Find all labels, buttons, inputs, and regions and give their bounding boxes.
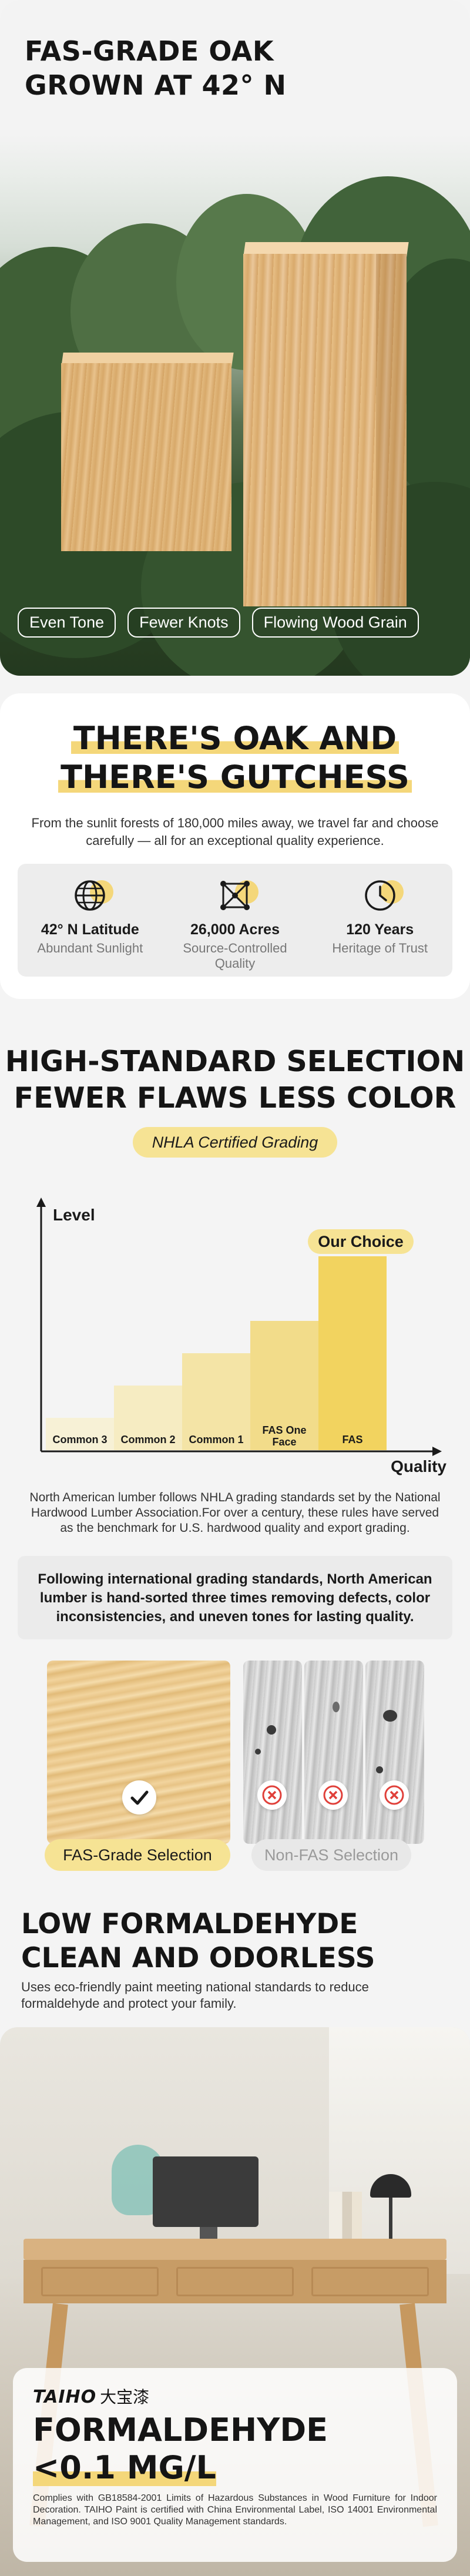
- chart-axes: [36, 1198, 442, 1456]
- tag-even-tone: Even Tone: [18, 608, 116, 638]
- formaldehyde-description: Uses eco-friendly paint meeting national…: [21, 1980, 369, 2011]
- chart-bar: [250, 1321, 318, 1450]
- stat-value: 26,000 Acres: [190, 921, 280, 938]
- chart-bar-label: Common 3: [52, 1434, 108, 1445]
- formaldehyde-title-line1: LOW FORMALDEHYDE: [21, 1908, 358, 1940]
- grading-info-box: Following international grading standard…: [18, 1556, 452, 1639]
- formaldehyde-claim: FORMALDEHYDE <0.1 MG/L: [33, 2411, 437, 2487]
- stat-label: Heritage of Trust: [332, 941, 428, 955]
- formaldehyde-title-line2: CLEAN AND ODORLESS: [21, 1942, 375, 1974]
- y-axis-label: Level: [53, 1206, 95, 1224]
- check-icon: [122, 1780, 156, 1814]
- fas-wood-sample: [47, 1661, 230, 1844]
- brand-logo: TAIHO: [33, 2387, 97, 2407]
- non-fas-wood-sample: [304, 1661, 363, 1844]
- x-icon: [380, 1780, 409, 1810]
- laptop-screen: [153, 2156, 258, 2227]
- hero-section: FAS-GRADE OAK GROWN AT 42° N Even Tone F…: [0, 0, 470, 676]
- chart-bar: [114, 1386, 182, 1450]
- book-stack: [329, 2192, 362, 2239]
- hero-title-line1: FAS-GRADE OAK: [25, 35, 274, 67]
- network-icon: [215, 876, 258, 915]
- stat-acres: 26,000 Acres Source-Controlled Quality: [163, 864, 308, 977]
- laptop-stand: [200, 2227, 217, 2240]
- oak-block-shadow: [376, 254, 407, 606]
- chart-bar: [182, 1353, 250, 1450]
- nhla-pill: NHLA Certified Grading: [133, 1127, 337, 1158]
- non-fas-wood-sample: [243, 1661, 302, 1844]
- chart-bar-label: Common 2: [120, 1434, 176, 1445]
- chart-bar-label: FAS: [342, 1434, 363, 1445]
- chart-bar-label: FAS One Face: [262, 1424, 307, 1448]
- x-axis-label: Quality: [391, 1457, 446, 1475]
- oak-block-large: [243, 254, 407, 606]
- selection-title-line1: HIGH-STANDARD SELECTION: [5, 1045, 465, 1078]
- stats-panel: 42° N Latitude Abundant Sunlight: [18, 864, 452, 977]
- desk-drawer: [41, 2267, 159, 2296]
- our-choice-label: Our Choice: [308, 1229, 414, 1254]
- oak-block-small: [61, 363, 231, 551]
- selection-title-line2: FEWER FLAWS LESS COLOR: [14, 1081, 456, 1115]
- claim-line1: FORMALDEHYDE: [33, 2411, 328, 2448]
- stat-value: 42° N Latitude: [41, 921, 139, 938]
- tag-flowing-grain: Flowing Wood Grain: [251, 608, 419, 638]
- oak-title-line1: THERE'S OAK AND: [70, 720, 400, 757]
- formaldehyde-info-card: TAIHO 大宝漆 FORMALDEHYDE <0.1 MG/L Complie…: [13, 2368, 457, 2562]
- formaldehyde-title: LOW FORMALDEHYDE CLEAN AND ODORLESS: [21, 1907, 375, 1975]
- oak-title-line2: THERE'S GUTCHESS: [58, 759, 412, 796]
- stat-label: Abundant Sunlight: [37, 941, 143, 955]
- chart-bar: [46, 1418, 114, 1450]
- stat-heritage: 120 Years Heritage of Trust: [307, 864, 452, 977]
- hero-title-line2: GROWN AT 42° N: [25, 69, 287, 101]
- stat-value: 120 Years: [346, 921, 414, 938]
- globe-icon: [70, 876, 114, 915]
- tag-fewer-knots: Fewer Knots: [127, 608, 240, 638]
- desk-top: [24, 2239, 446, 2260]
- brand-row: TAIHO 大宝漆: [33, 2384, 437, 2408]
- desk-lamp-stem: [389, 2198, 392, 2239]
- hero-title: FAS-GRADE OAK GROWN AT 42° N: [25, 34, 286, 102]
- x-icon: [257, 1780, 287, 1810]
- x-icon: [318, 1780, 348, 1810]
- fas-grade-label: FAS-Grade Selection: [45, 1839, 230, 1871]
- stat-latitude: 42° N Latitude Abundant Sunlight: [18, 864, 163, 977]
- chart-bar-label: Common 1: [189, 1434, 244, 1445]
- claim-line2: <0.1 MG/L: [33, 2449, 216, 2486]
- certification-fine-print: Complies with GB18584-2001 Limits of Haz…: [33, 2493, 437, 2527]
- oak-section: THERE'S OAK AND THERE'S GUTCHESS From th…: [0, 693, 470, 999]
- non-fas-label: Non-FAS Selection: [251, 1839, 411, 1871]
- desk-drawer: [176, 2267, 294, 2296]
- brand-logo-cn: 大宝漆: [100, 2387, 150, 2407]
- selection-title: HIGH-STANDARD SELECTION FEWER FLAWS LESS…: [0, 1044, 470, 1116]
- hero-tags: Even Tone Fewer Knots Flowing Wood Grain: [18, 608, 419, 638]
- desk-drawer: [311, 2267, 429, 2296]
- stat-label: Source-Controlled Quality: [183, 941, 287, 971]
- non-fas-wood-sample: [365, 1661, 424, 1844]
- chart-bar: [318, 1256, 387, 1450]
- grading-chart: Level Quality Our Choice Common 3 Common …: [24, 1181, 446, 1487]
- selection-description: North American lumber follows NHLA gradi…: [29, 1491, 441, 1535]
- clock-icon: [360, 876, 404, 915]
- oak-description: From the sunlit forests of 180,000 miles…: [31, 816, 439, 848]
- oak-title: THERE'S OAK AND THERE'S GUTCHESS: [0, 719, 470, 797]
